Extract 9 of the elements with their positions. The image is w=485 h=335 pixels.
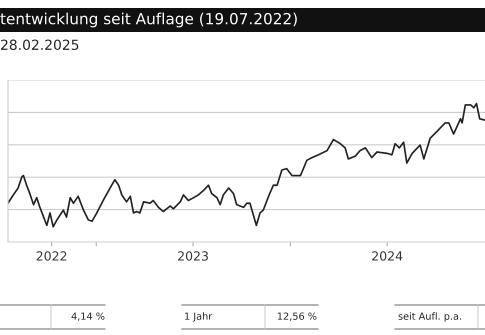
text: 12,56 %: [278, 312, 316, 321]
x-tick-label: 2022: [36, 251, 66, 261]
text: seit Aufl. p.a.: [398, 312, 462, 322]
x-tick-label: 2024: [372, 251, 402, 261]
chart-title: tentwicklung seit Auflage (19.07.2022): [0, 12, 297, 28]
chart-subtitle: 28.02.2025: [1, 40, 78, 50]
text: 4,14 %: [72, 312, 104, 321]
text: 1 Jahr: [185, 312, 212, 322]
x-tick-label: 2023: [178, 251, 208, 261]
